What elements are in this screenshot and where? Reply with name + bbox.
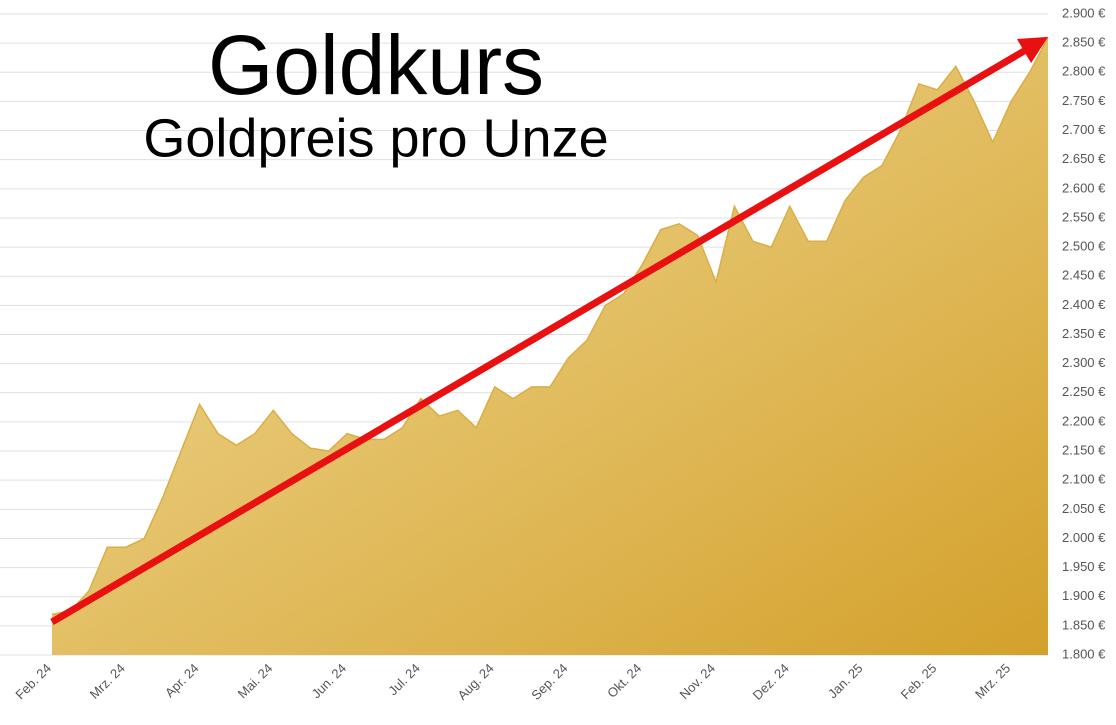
y-tick-label: 2.250 €	[1062, 384, 1106, 399]
x-tick-label: Mai. 24	[235, 661, 276, 702]
x-tick-label: Jan. 25	[825, 661, 866, 702]
y-tick-label: 2.300 €	[1062, 355, 1106, 370]
area-layer	[51, 36, 1049, 656]
x-tick-label: Dez. 24	[750, 661, 792, 703]
x-tick-label: Mrz. 24	[87, 661, 128, 702]
x-tick-label: Feb. 25	[898, 661, 940, 703]
y-tick-label: 1.850 €	[1062, 617, 1106, 632]
y-tick-label: 2.600 €	[1062, 180, 1106, 195]
y-tick-label: 2.450 €	[1062, 268, 1106, 283]
y-tick-label: 2.750 €	[1062, 93, 1106, 108]
x-tick-label: Nov. 24	[677, 661, 719, 703]
x-tick-label: Jul. 24	[385, 661, 423, 699]
x-tick-label: Mrz. 25	[972, 661, 1013, 702]
y-tick-label: 1.900 €	[1062, 588, 1106, 603]
y-tick-label: 2.650 €	[1062, 151, 1106, 166]
y-tick-label: 2.050 €	[1062, 501, 1106, 516]
x-tick-label: Apr. 24	[162, 661, 202, 701]
x-tick-label: Sep. 24	[528, 661, 570, 703]
chart-subtitle: Goldpreis pro Unze	[143, 108, 608, 168]
y-tick-label: 2.900 €	[1062, 5, 1106, 20]
area	[52, 37, 1048, 656]
y-tick-label: 2.800 €	[1062, 64, 1106, 79]
y-tick-label: 2.850 €	[1062, 35, 1106, 50]
y-tick-label: 2.500 €	[1062, 239, 1106, 254]
y-tick-label: 2.350 €	[1062, 326, 1106, 341]
y-tick-label: 1.950 €	[1062, 559, 1106, 574]
y-tick-label: 2.100 €	[1062, 472, 1106, 487]
y-tick-label: 2.000 €	[1062, 530, 1106, 545]
x-tick-label: Okt. 24	[604, 661, 644, 701]
y-tick-label: 1.800 €	[1062, 646, 1106, 661]
y-tick-label: 2.400 €	[1062, 297, 1106, 312]
area-line	[51, 36, 1049, 615]
trend-arrow	[50, 36, 1049, 626]
x-tick-label: Jun. 24	[308, 661, 349, 702]
chart-title: Goldkurs	[208, 18, 544, 112]
x-tick-label: Feb. 24	[12, 661, 54, 703]
y-tick-label: 2.550 €	[1062, 209, 1106, 224]
y-tick-label: 2.700 €	[1062, 122, 1106, 137]
y-tick-label: 2.150 €	[1062, 442, 1106, 457]
x-tick-label: Aug. 24	[454, 661, 496, 703]
y-tick-label: 2.200 €	[1062, 413, 1106, 428]
